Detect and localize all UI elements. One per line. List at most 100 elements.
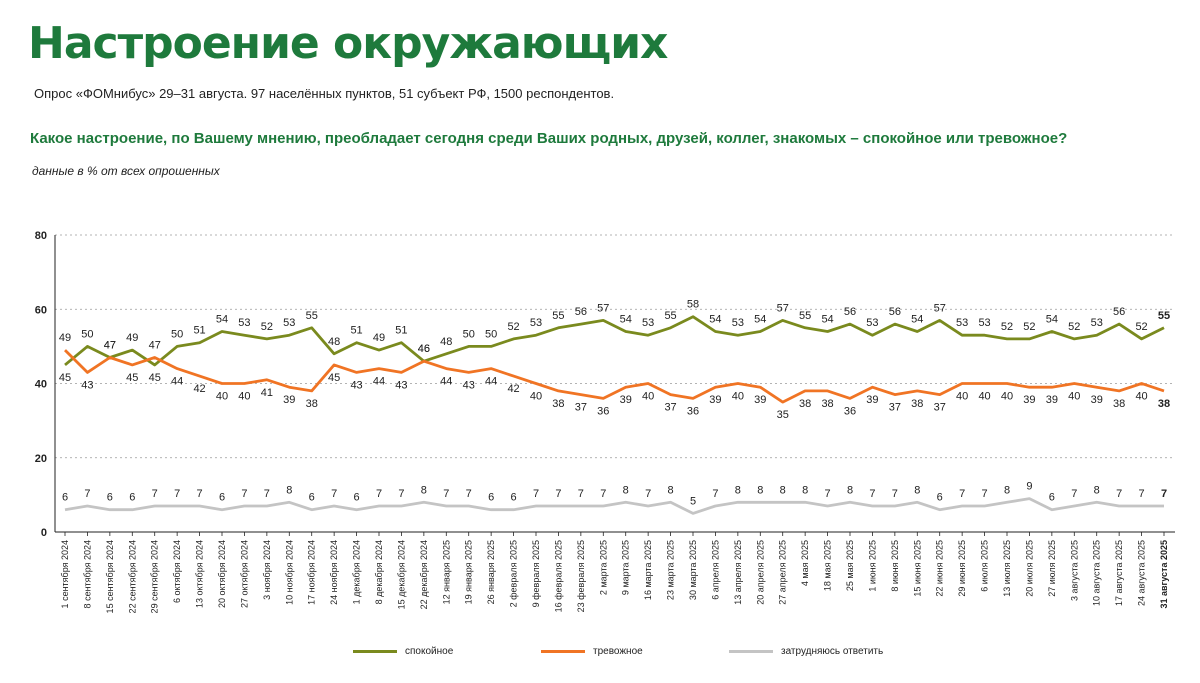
data-label-anxious: 39	[620, 394, 632, 406]
data-label-unsure: 6	[309, 492, 315, 504]
x-tick-label: 15 июня 2025	[912, 540, 922, 597]
data-label-unsure: 5	[690, 495, 696, 507]
data-label-calm: 49	[126, 332, 138, 344]
data-label-anxious: 38	[306, 398, 318, 410]
data-label-anxious: 40	[1001, 391, 1013, 403]
survey-subtitle: Опрос «ФОМнибус» 29–31 августа. 97 насел…	[34, 86, 615, 101]
x-tick-label: 24 ноября 2024	[329, 540, 339, 605]
x-tick-label: 8 сентября 2024	[82, 540, 92, 608]
data-label-calm: 53	[732, 317, 744, 329]
survey-question: Какое настроение, по Вашему мнению, прео…	[30, 130, 1068, 147]
x-tick-label: 4 мая 2025	[800, 540, 810, 586]
data-label-calm: 48	[440, 336, 452, 348]
data-label-calm: 54	[620, 314, 632, 326]
x-tick-label: 23 февраля 2025	[576, 540, 586, 612]
data-label-calm: 51	[350, 325, 362, 337]
x-tick-label: 27 апреля 2025	[778, 540, 788, 605]
data-label-calm: 54	[911, 314, 923, 326]
data-label-calm: 56	[575, 306, 587, 318]
x-tick-label: 15 сентября 2024	[105, 540, 115, 613]
data-label-anxious: 46	[418, 343, 430, 355]
data-label-unsure: 7	[1116, 488, 1122, 500]
series-line-calm	[64, 315, 1165, 367]
data-label-calm: 51	[395, 325, 407, 337]
data-label-unsure: 7	[578, 488, 584, 500]
data-label-unsure: 8	[668, 484, 674, 496]
y-tick-label: 60	[35, 304, 47, 316]
x-tick-label: 13 апреля 2025	[733, 540, 743, 605]
x-tick-label: 27 июля 2025	[1047, 540, 1057, 597]
x-tick-label: 12 января 2025	[441, 540, 451, 604]
x-tick-label: 19 января 2025	[464, 540, 474, 604]
data-label-unsure: 7	[443, 488, 449, 500]
data-label-unsure: 7	[174, 488, 180, 500]
data-label-calm: 55	[664, 310, 676, 322]
data-label-anxious: 47	[149, 340, 161, 352]
x-tick-label: 15 декабря 2024	[396, 540, 406, 609]
x-tick-label: 9 марта 2025	[621, 540, 631, 595]
data-label-anxious: 38	[821, 398, 833, 410]
data-label-anxious: 39	[1091, 394, 1103, 406]
data-label-anxious: 37	[889, 402, 901, 414]
data-label-anxious: 40	[530, 391, 542, 403]
x-tick-label: 13 октября 2024	[195, 540, 205, 608]
legend-swatch-unsure	[729, 649, 773, 653]
data-label-calm: 54	[709, 314, 721, 326]
data-label-unsure: 7	[959, 488, 965, 500]
data-label-calm: 53	[642, 317, 654, 329]
data-label-unsure: 7	[84, 488, 90, 500]
x-tick-label: 1 декабря 2024	[352, 540, 362, 604]
data-label-anxious: 37	[575, 402, 587, 414]
series-line-anxious	[64, 349, 1165, 404]
data-note: данные в % от всех опрошенных	[32, 164, 220, 178]
data-label-unsure: 7	[645, 488, 651, 500]
x-tick-label: 17 августа 2025	[1114, 540, 1124, 606]
x-tick-label: 9 февраля 2025	[531, 540, 541, 607]
x-tick-label: 6 октября 2024	[172, 540, 182, 603]
x-tick-label: 20 октября 2024	[217, 540, 227, 608]
data-label-unsure: 6	[354, 492, 360, 504]
data-label-anxious: 44	[171, 376, 183, 388]
legend-swatch-anxious	[541, 649, 585, 653]
data-label-anxious: 40	[956, 391, 968, 403]
x-tick-label: 16 марта 2025	[643, 540, 653, 600]
data-label-calm: 53	[978, 317, 990, 329]
data-label-unsure: 7	[555, 488, 561, 500]
data-label-unsure: 8	[780, 484, 786, 496]
data-label-unsure: 6	[107, 492, 113, 504]
data-label-unsure: 8	[735, 484, 741, 496]
x-tick-label: 13 июля 2025	[1002, 540, 1012, 597]
data-label-calm: 52	[261, 321, 273, 333]
data-label-calm: 57	[934, 302, 946, 314]
data-label-calm: 47	[104, 340, 116, 352]
data-label-unsure: 8	[1094, 484, 1100, 496]
data-label-anxious: 40	[642, 391, 654, 403]
data-label-unsure: 8	[286, 484, 292, 496]
data-label-anxious: 38	[911, 398, 923, 410]
data-label-calm: 46	[418, 343, 430, 355]
legend-swatch-calm	[353, 649, 397, 653]
data-label-anxious: 39	[754, 394, 766, 406]
data-label-unsure: 8	[757, 484, 763, 496]
data-label-calm: 57	[597, 302, 609, 314]
data-label-calm: 53	[283, 317, 295, 329]
data-label-unsure: 7	[152, 488, 158, 500]
data-label-unsure: 8	[1004, 484, 1010, 496]
x-tick-label: 10 августа 2025	[1092, 540, 1102, 606]
data-label-unsure: 7	[376, 488, 382, 500]
data-label-anxious: 36	[597, 405, 609, 417]
data-label-unsure: 6	[488, 492, 494, 504]
x-tick-label: 1 сентября 2024	[60, 540, 70, 608]
data-label-unsure: 7	[1161, 488, 1167, 500]
data-label-unsure: 7	[264, 488, 270, 500]
data-label-calm: 48	[328, 336, 340, 348]
data-label-unsure: 9	[1026, 481, 1032, 493]
legend-item-unsure: затрудняюсь ответить	[729, 644, 883, 658]
data-label-anxious: 40	[238, 391, 250, 403]
data-label-unsure: 6	[219, 492, 225, 504]
data-label-anxious: 43	[463, 379, 475, 391]
x-tick-label: 22 сентября 2024	[127, 540, 137, 613]
data-label-unsure: 7	[197, 488, 203, 500]
data-label-calm: 55	[552, 310, 564, 322]
x-tick-label: 24 августа 2025	[1137, 540, 1147, 606]
